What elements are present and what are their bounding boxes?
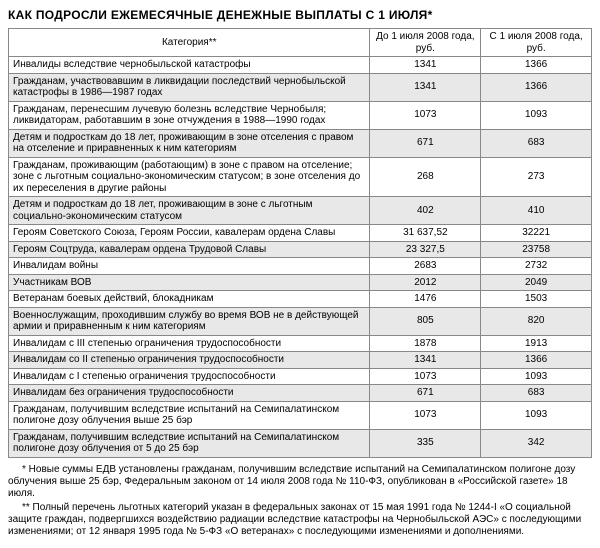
table-row: Инвалидам войны26832732 <box>9 258 592 275</box>
cell-category: Гражданам, получившим вследствие испытан… <box>9 429 370 457</box>
table-row: Инвалиды вследствие чернобыльской катаст… <box>9 57 592 74</box>
cell-after: 1503 <box>481 291 592 308</box>
footnote: * Новые суммы ЕДВ установлены гражданам,… <box>8 464 592 500</box>
footnote: ** Полный перечень льготных категорий ук… <box>8 502 592 538</box>
page-title: КАК ПОДРОСЛИ ЕЖЕМЕСЯЧНЫЕ ДЕНЕЖНЫЕ ВЫПЛАТ… <box>8 8 592 22</box>
table-row: Гражданам, участвовавшим в ликвидации по… <box>9 73 592 101</box>
cell-before: 671 <box>370 385 481 402</box>
col-category: Категория** <box>9 29 370 57</box>
cell-after: 1366 <box>481 57 592 74</box>
cell-before: 2012 <box>370 274 481 291</box>
cell-before: 1073 <box>370 101 481 129</box>
cell-before: 1341 <box>370 57 481 74</box>
cell-after: 1366 <box>481 73 592 101</box>
cell-before: 1341 <box>370 73 481 101</box>
cell-before: 335 <box>370 429 481 457</box>
cell-before: 31 637,52 <box>370 225 481 242</box>
cell-after: 2732 <box>481 258 592 275</box>
cell-after: 32221 <box>481 225 592 242</box>
cell-category: Детям и подросткам до 18 лет, проживающи… <box>9 197 370 225</box>
cell-category: Гражданам, получившим вследствие испытан… <box>9 401 370 429</box>
cell-before: 1476 <box>370 291 481 308</box>
cell-category: Ветеранам боевых действий, блокадникам <box>9 291 370 308</box>
cell-after: 273 <box>481 157 592 197</box>
cell-after: 820 <box>481 307 592 335</box>
cell-after: 683 <box>481 129 592 157</box>
cell-category: Военнослужащим, проходившим службу во вр… <box>9 307 370 335</box>
cell-after: 1093 <box>481 101 592 129</box>
cell-category: Гражданам, перенесшим лучевую болезнь вс… <box>9 101 370 129</box>
col-before: До 1 июля 2008 года, руб. <box>370 29 481 57</box>
table-row: Участникам ВОВ20122049 <box>9 274 592 291</box>
cell-category: Детям и подросткам до 18 лет, проживающи… <box>9 129 370 157</box>
cell-after: 683 <box>481 385 592 402</box>
cell-after: 410 <box>481 197 592 225</box>
cell-after: 1913 <box>481 335 592 352</box>
cell-category: Инвалидам со II степенью ограничения тру… <box>9 352 370 369</box>
table-row: Детям и подросткам до 18 лет, проживающи… <box>9 129 592 157</box>
table-row: Гражданам, получившим вследствие испытан… <box>9 401 592 429</box>
cell-after: 1093 <box>481 368 592 385</box>
table-row: Ветеранам боевых действий, блокадникам14… <box>9 291 592 308</box>
table-row: Инвалидам с I степенью ограничения трудо… <box>9 368 592 385</box>
cell-category: Героям Советского Союза, Героям России, … <box>9 225 370 242</box>
cell-before: 2683 <box>370 258 481 275</box>
table-row: Инвалидам без ограничения трудоспособнос… <box>9 385 592 402</box>
col-after: С 1 июля 2008 года, руб. <box>481 29 592 57</box>
footnotes: * Новые суммы ЕДВ установлены гражданам,… <box>8 464 592 538</box>
cell-before: 1878 <box>370 335 481 352</box>
table-row: Героям Соцтруда, кавалерам ордена Трудов… <box>9 241 592 258</box>
cell-after: 23758 <box>481 241 592 258</box>
cell-before: 671 <box>370 129 481 157</box>
cell-category: Инвалидам с III степенью ограничения тру… <box>9 335 370 352</box>
payments-table: Категория** До 1 июля 2008 года, руб. С … <box>8 28 592 458</box>
cell-category: Участникам ВОВ <box>9 274 370 291</box>
table-row: Военнослужащим, проходившим службу во вр… <box>9 307 592 335</box>
cell-before: 23 327,5 <box>370 241 481 258</box>
cell-category: Гражданам, участвовавшим в ликвидации по… <box>9 73 370 101</box>
table-row: Инвалидам со II степенью ограничения тру… <box>9 352 592 369</box>
cell-after: 1366 <box>481 352 592 369</box>
table-row: Детям и подросткам до 18 лет, проживающи… <box>9 197 592 225</box>
header-row: Категория** До 1 июля 2008 года, руб. С … <box>9 29 592 57</box>
cell-after: 1093 <box>481 401 592 429</box>
cell-category: Инвалидам войны <box>9 258 370 275</box>
cell-category: Гражданам, проживающим (работающим) в зо… <box>9 157 370 197</box>
table-row: Гражданам, получившим вследствие испытан… <box>9 429 592 457</box>
cell-category: Героям Соцтруда, кавалерам ордена Трудов… <box>9 241 370 258</box>
cell-before: 805 <box>370 307 481 335</box>
table-row: Инвалидам с III степенью ограничения тру… <box>9 335 592 352</box>
cell-before: 1073 <box>370 368 481 385</box>
table-row: Гражданам, проживающим (работающим) в зо… <box>9 157 592 197</box>
cell-category: Инвалиды вследствие чернобыльской катаст… <box>9 57 370 74</box>
cell-before: 1073 <box>370 401 481 429</box>
cell-after: 342 <box>481 429 592 457</box>
cell-before: 268 <box>370 157 481 197</box>
table-row: Гражданам, перенесшим лучевую болезнь вс… <box>9 101 592 129</box>
cell-category: Инвалидам с I степенью ограничения трудо… <box>9 368 370 385</box>
cell-after: 2049 <box>481 274 592 291</box>
cell-before: 1341 <box>370 352 481 369</box>
table-row: Героям Советского Союза, Героям России, … <box>9 225 592 242</box>
cell-category: Инвалидам без ограничения трудоспособнос… <box>9 385 370 402</box>
cell-before: 402 <box>370 197 481 225</box>
